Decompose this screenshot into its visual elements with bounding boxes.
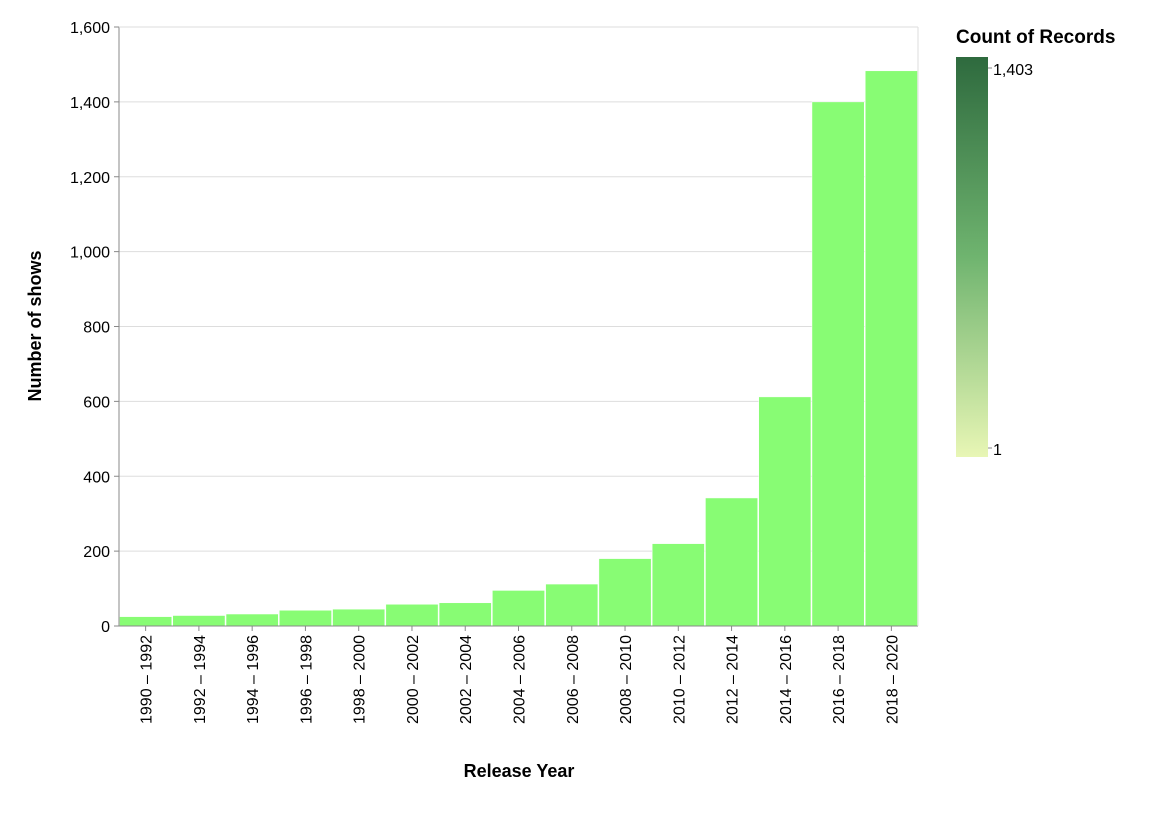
y-tick-label-7: 1,400	[70, 95, 110, 112]
color-legend: Count of Records 1,403 1	[956, 27, 1115, 459]
x-tick-label-12: 2014 – 2016	[778, 635, 795, 724]
x-tick-label-3: 1996 – 1998	[298, 635, 315, 724]
y-tick-label-8: 1,600	[70, 20, 110, 37]
bar-10	[651, 543, 705, 627]
x-tick-label-11: 2012 – 2014	[725, 635, 742, 724]
x-tick-label-13: 2016 – 2018	[831, 635, 848, 724]
y-tick-label-4: 800	[83, 320, 110, 337]
bar-1	[172, 615, 226, 627]
x-tick-label-9: 2008 – 2010	[618, 635, 635, 724]
legend-gradient-bar	[956, 57, 988, 457]
y-tick-label-0: 0	[101, 619, 110, 636]
x-tick-label-5: 2000 – 2002	[405, 635, 422, 724]
x-tick-label-7: 2004 – 2006	[512, 635, 529, 724]
bar-11	[705, 497, 758, 627]
x-tick-label-1: 1992 – 1994	[192, 635, 209, 724]
legend-title: Count of Records	[956, 27, 1115, 48]
y-axis-ticks: 0 200 400 600 800 1,000 1,200 1,400 1,600	[70, 20, 119, 636]
bar-3	[279, 610, 332, 627]
legend-min-label: 1	[993, 442, 1002, 459]
y-tick-label-1: 200	[83, 544, 110, 561]
y-tick-label-2: 400	[83, 469, 110, 486]
bars-group	[119, 70, 918, 627]
bar-2	[225, 613, 279, 627]
bar-14	[864, 70, 918, 627]
x-axis-ticks: 1990 – 1992 1992 – 1994 1994 – 1996 1996 – …	[139, 626, 901, 724]
y-tick-label-6: 1,200	[70, 170, 110, 187]
bar-4	[332, 608, 386, 627]
bar-9	[598, 558, 652, 627]
x-axis-title: Release Year	[464, 761, 575, 781]
legend-max-label: 1,403	[993, 62, 1033, 79]
x-tick-label-10: 2010 – 2012	[671, 635, 688, 724]
bar-6	[438, 602, 492, 627]
y-axis-title: Number of shows	[25, 250, 45, 401]
bar-12	[758, 396, 812, 627]
x-tick-label-14: 2018 – 2020	[884, 635, 901, 724]
bar-13	[811, 101, 865, 627]
x-tick-label-0: 1990 – 1992	[139, 635, 156, 724]
y-tick-label-5: 1,000	[70, 245, 110, 262]
bar-0	[119, 616, 173, 627]
x-tick-label-2: 1994 – 1996	[245, 635, 262, 724]
bar-8	[545, 583, 599, 627]
x-tick-label-4: 1998 – 2000	[352, 635, 369, 724]
y-tick-label-3: 600	[83, 394, 110, 411]
x-tick-label-6: 2002 – 2004	[458, 635, 475, 724]
bar-7	[492, 590, 545, 627]
bar-5	[385, 604, 439, 627]
x-tick-label-8: 2006 – 2008	[565, 635, 582, 724]
